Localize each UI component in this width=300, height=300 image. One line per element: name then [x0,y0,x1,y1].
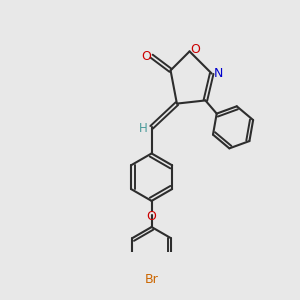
Text: O: O [141,50,151,63]
Text: N: N [213,67,223,80]
Text: O: O [146,210,156,223]
Text: O: O [190,43,200,56]
Text: H: H [139,122,147,135]
Text: Br: Br [145,273,158,286]
